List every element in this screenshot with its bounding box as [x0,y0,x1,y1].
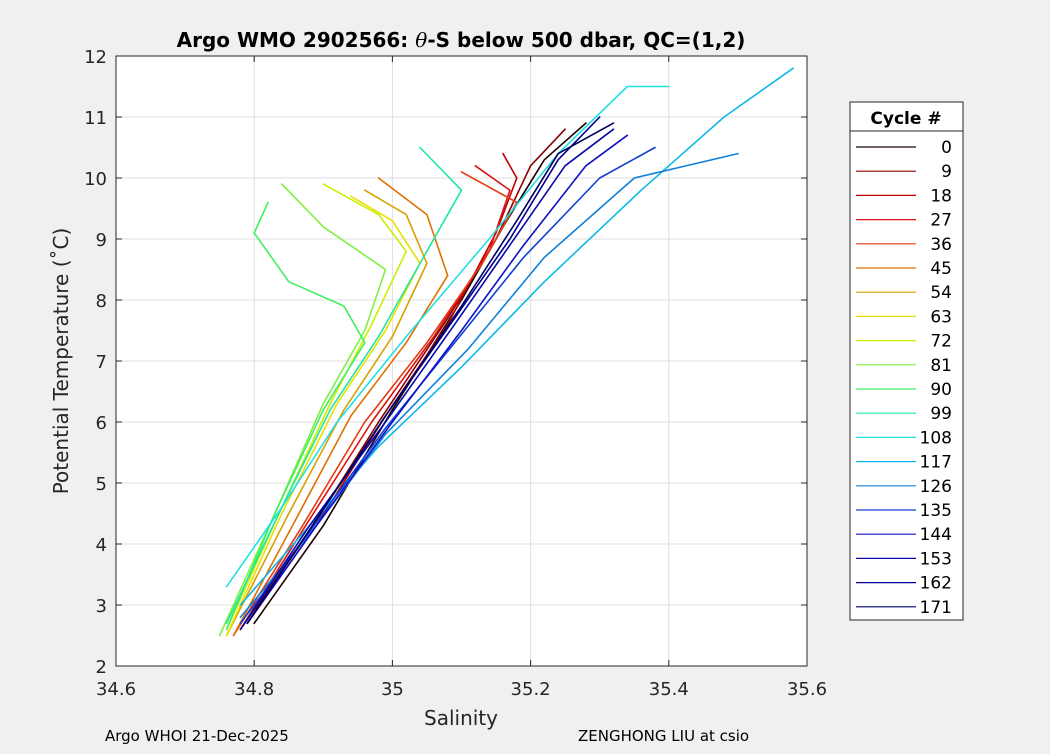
legend-label-135: 135 [920,501,952,521]
ticks: 34.6 34.8 35 35.2 35.4 35.6 2 3 4 5 6 7 8 9 10 11 12 [84,47,827,700]
series-line-cycle-153 [239,128,615,631]
footer-right: ZENGHONG LIU at csio [578,727,749,745]
series-line-cycle-0 [253,122,587,625]
x-tick-label: 35 [381,679,404,700]
legend-label-0: 0 [941,138,952,158]
series-line-cycle-108 [225,85,670,588]
y-tick-label: 9 [96,230,107,251]
series-line-cycle-63 [225,195,421,637]
x-tick-label: 35.6 [787,679,827,700]
series-line-cycle-90 [225,201,366,631]
legend-label-90: 90 [930,380,952,400]
series-lines [218,67,795,637]
legend-label-63: 63 [930,307,952,327]
legend-entries: 0 9 18 27 36 45 54 63 72 81 90 99 108 117 126 135 144 153… [856,138,952,618]
title-suffix: -S below 500 dbar, QC=(1,2) [427,28,745,52]
legend-label-27: 27 [930,211,952,231]
legend-label-54: 54 [930,283,952,303]
legend-label-45: 45 [930,259,952,279]
legend-label-171: 171 [920,598,952,618]
chart-title: Argo WMO 2902566: θ-S below 500 dbar, QC… [177,28,746,52]
series-line-cycle-171 [246,122,615,625]
series-line-cycle-36 [232,171,518,637]
legend-label-18: 18 [930,186,952,206]
series-line-cycle-144 [246,134,629,625]
y-tick-label: 5 [96,474,107,495]
y-tick-label: 10 [84,169,107,190]
legend-label-144: 144 [920,525,952,545]
legend-label-153: 153 [920,549,952,569]
x-tick-label: 34.8 [234,679,274,700]
series-line-cycle-45 [232,177,449,637]
title-theta: θ [415,28,427,52]
y-tick-label: 8 [96,291,107,312]
footer-left: Argo WHOI 21-Dec-2025 [105,727,289,745]
legend-label-81: 81 [930,356,952,376]
legend-label-117: 117 [920,453,952,473]
series-line-cycle-27 [239,165,511,631]
y-tick-label: 11 [84,108,107,129]
legend-label-72: 72 [930,332,952,352]
legend-label-99: 99 [930,404,952,424]
y-axis-label: Potential Temperature (˚C) [49,228,73,495]
y-tick-label: 2 [96,657,107,678]
legend: Cycle # 0 9 18 27 36 45 54 63 72 81 90 99 108 117 126 1… [849,101,964,621]
x-tick-label: 35.4 [649,679,689,700]
y-tick-label: 12 [84,47,107,68]
legend-label-9: 9 [941,162,952,182]
y-tick-label: 6 [96,413,107,434]
legend-title: Cycle # [870,109,941,129]
legend-label-36: 36 [930,235,952,255]
legend-label-162: 162 [920,574,952,594]
legend-label-126: 126 [920,477,952,497]
series-line-cycle-135 [239,146,656,625]
title-prefix: Argo WMO 2902566: [177,28,416,52]
legend-label-108: 108 [920,428,952,448]
series-line-cycle-54 [225,189,428,637]
y-tick-label: 7 [96,352,107,373]
y-tick-label: 3 [96,596,107,617]
y-tick-label: 4 [96,535,107,556]
x-tick-label: 34.6 [96,679,136,700]
x-axis-label: Salinity [424,706,498,730]
x-tick-label: 35.2 [511,679,551,700]
